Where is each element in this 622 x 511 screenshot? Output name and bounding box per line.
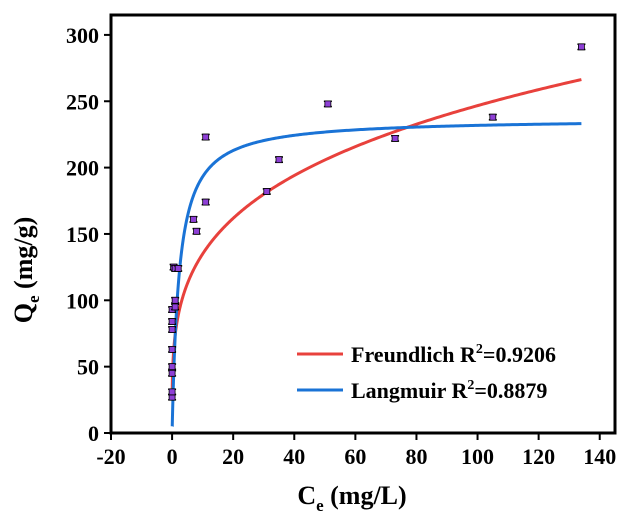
- point-marker: [391, 135, 399, 142]
- x-axis-title-sub: e: [316, 496, 324, 511]
- legend-label-langmuir: Langmuir R2=0.8879: [351, 378, 547, 403]
- x-tick-label: 20: [222, 444, 244, 469]
- x-tick-label: 40: [283, 444, 305, 469]
- point-marker: [202, 133, 210, 141]
- point-marker: [174, 265, 182, 272]
- legend-langmuir-value: =0.8879: [474, 378, 547, 403]
- point-marker: [202, 198, 210, 206]
- point-marker: [578, 43, 585, 51]
- y-tick-label: 150: [66, 222, 99, 247]
- y-tick-label: 0: [88, 421, 99, 446]
- point-marker: [168, 318, 176, 325]
- legend: Freundlich R2=0.9206 Langmuir R2=0.8879: [297, 342, 556, 403]
- point-marker: [168, 363, 176, 371]
- point-marker: [190, 215, 197, 223]
- x-tick-label: 120: [522, 444, 555, 469]
- x-tick-label: 100: [461, 444, 494, 469]
- point-marker: [489, 113, 497, 121]
- y-tick-label: 200: [66, 156, 99, 181]
- legend-freundlich-name: Freundlich: [351, 342, 455, 367]
- x-tick-label: 0: [167, 444, 178, 469]
- point-marker: [171, 303, 179, 311]
- data-point: [323, 100, 332, 108]
- y-tick-label: 50: [77, 355, 99, 380]
- x-axis-title: Ce (mg/L): [297, 481, 406, 511]
- point-marker: [263, 188, 271, 195]
- y-tick-label: 100: [66, 288, 99, 313]
- y-axis-title-sub: e: [24, 295, 43, 303]
- data-point: [174, 265, 183, 272]
- data-points: [168, 43, 586, 401]
- x-axis-title-rest: (mg/L): [324, 481, 407, 510]
- data-point: [168, 363, 177, 371]
- data-point: [168, 326, 177, 333]
- fit-curves: [170, 78, 582, 427]
- x-tick-label: 140: [583, 444, 616, 469]
- point-marker: [275, 156, 283, 164]
- point-marker: [193, 227, 200, 235]
- legend-freundlich-value: =0.9206: [483, 342, 556, 367]
- data-point: [168, 345, 177, 353]
- legend-langmuir-name: Langmuir: [351, 378, 447, 403]
- plot-frame: [109, 13, 617, 435]
- legend-label-freundlich: Freundlich R2=0.9206: [351, 342, 556, 367]
- point-marker: [171, 296, 179, 304]
- data-point: [275, 156, 283, 164]
- data-point: [168, 318, 177, 325]
- y-axis-title-main: Q: [9, 303, 38, 323]
- y-axis-title-rest: (mg/g): [9, 217, 38, 296]
- y-tick-label: 250: [66, 89, 99, 114]
- data-point: [168, 369, 177, 377]
- data-point: [171, 303, 180, 311]
- legend-freundlich-r: R: [460, 342, 477, 367]
- point-marker: [324, 100, 332, 108]
- legend-langmuir-r: R: [451, 378, 468, 403]
- data-point: [201, 133, 210, 141]
- point-marker: [168, 388, 176, 396]
- point-marker: [168, 326, 176, 333]
- data-point: [488, 113, 497, 121]
- x-tick-label: 60: [344, 444, 366, 469]
- data-point: [391, 135, 400, 142]
- x-axis-title-main: C: [297, 481, 316, 510]
- legend-freundlich-sup: 2: [476, 342, 483, 357]
- y-tick-label: 300: [66, 23, 99, 48]
- data-point: [189, 215, 198, 223]
- data-point: [171, 296, 180, 304]
- x-tick-label: 80: [405, 444, 427, 469]
- y-axis-title: Qe (mg/g): [9, 217, 43, 323]
- data-point: [168, 388, 177, 396]
- series-line-langmuir: [170, 122, 582, 427]
- data-point: [577, 43, 586, 51]
- x-tick-label: -20: [96, 444, 125, 469]
- point-marker: [168, 345, 176, 353]
- legend-langmuir-sup: 2: [467, 378, 474, 393]
- data-point: [262, 188, 271, 195]
- point-marker: [168, 369, 176, 377]
- data-point: [201, 198, 210, 206]
- data-point: [192, 227, 201, 235]
